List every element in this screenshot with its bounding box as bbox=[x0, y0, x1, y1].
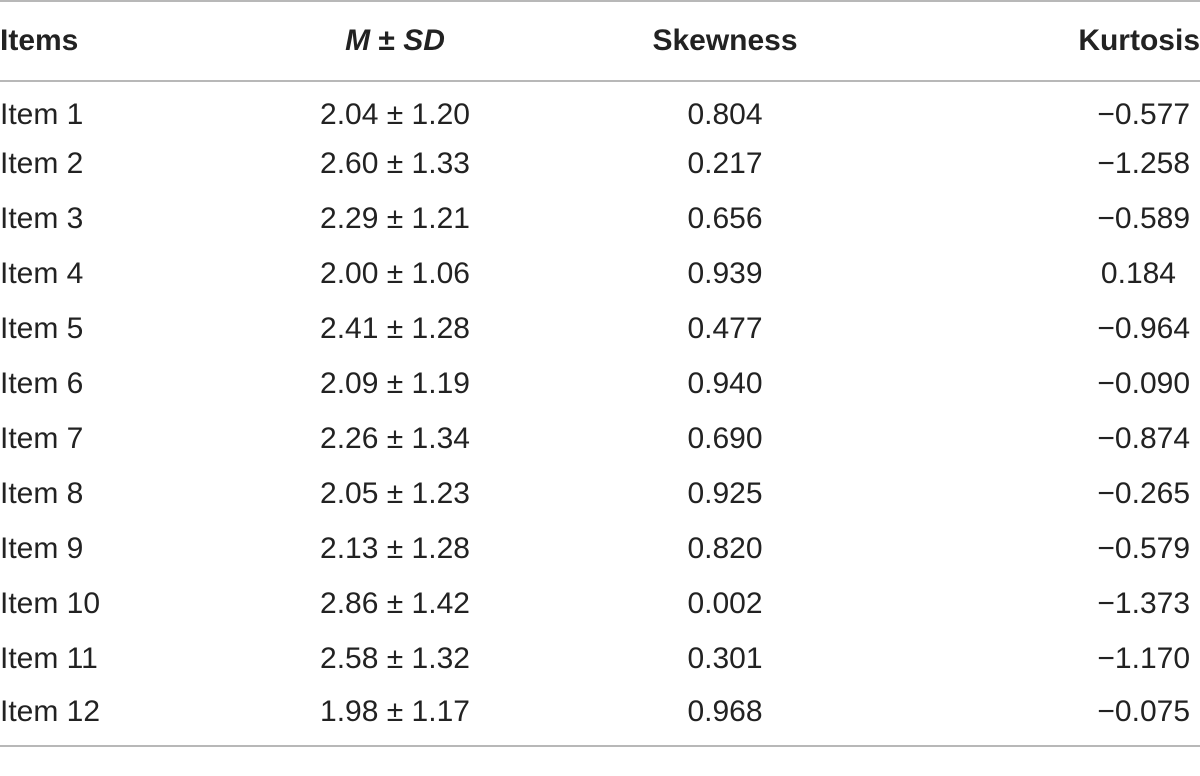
header-items: Items bbox=[0, 24, 79, 57]
cell-item: Item 12 bbox=[0, 694, 101, 728]
header-mean-sd: M ± SD bbox=[230, 1, 560, 81]
kurtosis-value: −0.265 bbox=[1097, 476, 1190, 510]
cell-kurtosis: 0.184 bbox=[890, 246, 1200, 301]
descriptive-statistics-table: Items M ± SD Skewness Kurtosis Item 1 2.0… bbox=[0, 1, 1200, 746]
cell-skewness: 0.002 bbox=[687, 586, 763, 620]
cell-kurtosis: −0.579 bbox=[890, 521, 1200, 576]
cell-item: Item 6 bbox=[0, 366, 84, 400]
header-sd-symbol: SD bbox=[403, 24, 445, 57]
cell-skewness: 0.939 bbox=[687, 256, 763, 290]
cell-mean-sd: 2.58 ± 1.32 bbox=[320, 641, 470, 675]
header-mean-symbol: M bbox=[345, 24, 371, 57]
cell-skewness: 0.301 bbox=[687, 641, 763, 675]
cell-item: Item 4 bbox=[0, 256, 84, 290]
table-row: Item 12 1.98 ± 1.17 0.968 −0.075 bbox=[0, 686, 1200, 746]
cell-mean-sd: 1.98 ± 1.17 bbox=[320, 694, 470, 728]
cell-skewness: 0.656 bbox=[687, 201, 763, 235]
kurtosis-value: −0.589 bbox=[1097, 201, 1190, 235]
table-body: Item 1 2.04 ± 1.20 0.804 −0.577 Item 2 2.60 ±… bbox=[0, 81, 1200, 746]
cell-kurtosis: −0.964 bbox=[890, 301, 1200, 356]
cell-skewness: 0.804 bbox=[687, 98, 763, 131]
table-row: Item 2 2.60 ± 1.33 0.217 −1.258 bbox=[0, 136, 1200, 191]
cell-kurtosis: −0.577 bbox=[890, 81, 1200, 136]
table-row: Item 5 2.41 ± 1.28 0.477 −0.964 bbox=[0, 301, 1200, 356]
table-row: Item 1 2.04 ± 1.20 0.804 −0.577 bbox=[0, 81, 1200, 136]
cell-kurtosis: −1.373 bbox=[890, 576, 1200, 631]
table-row: Item 8 2.05 ± 1.23 0.925 −0.265 bbox=[0, 466, 1200, 521]
cell-item: Item 1 bbox=[0, 98, 84, 131]
table-row: Item 6 2.09 ± 1.19 0.940 −0.090 bbox=[0, 356, 1200, 411]
kurtosis-value: −1.170 bbox=[1097, 641, 1190, 675]
cell-skewness: 0.925 bbox=[687, 476, 763, 510]
cell-item: Item 2 bbox=[0, 146, 84, 180]
table-header: Items M ± SD Skewness Kurtosis bbox=[0, 1, 1200, 81]
cell-skewness: 0.477 bbox=[687, 311, 763, 345]
cell-mean-sd: 2.09 ± 1.19 bbox=[320, 366, 470, 400]
cell-kurtosis: −0.075 bbox=[890, 686, 1200, 746]
cell-skewness: 0.940 bbox=[687, 366, 763, 400]
table-row: Item 3 2.29 ± 1.21 0.656 −0.589 bbox=[0, 191, 1200, 246]
kurtosis-value: −0.090 bbox=[1097, 366, 1190, 400]
cell-mean-sd: 2.05 ± 1.23 bbox=[320, 476, 470, 510]
kurtosis-value: −1.373 bbox=[1097, 586, 1190, 620]
kurtosis-value: −0.577 bbox=[1097, 98, 1190, 131]
table-row: Item 9 2.13 ± 1.28 0.820 −0.579 bbox=[0, 521, 1200, 576]
cell-mean-sd: 2.41 ± 1.28 bbox=[320, 311, 470, 345]
cell-skewness: 0.968 bbox=[687, 694, 763, 728]
cell-item: Item 3 bbox=[0, 201, 84, 235]
cell-mean-sd: 2.86 ± 1.42 bbox=[320, 586, 470, 620]
header-row: Items M ± SD Skewness Kurtosis bbox=[0, 1, 1200, 81]
cell-mean-sd: 2.29 ± 1.21 bbox=[320, 201, 470, 235]
table-row: Item 10 2.86 ± 1.42 0.002 −1.373 bbox=[0, 576, 1200, 631]
cell-mean-sd: 2.00 ± 1.06 bbox=[320, 256, 470, 290]
cell-item: Item 10 bbox=[0, 586, 101, 620]
table-row: Item 7 2.26 ± 1.34 0.690 −0.874 bbox=[0, 411, 1200, 466]
header-skewness: Skewness bbox=[652, 24, 798, 57]
cell-kurtosis: −0.265 bbox=[890, 466, 1200, 521]
cell-item: Item 5 bbox=[0, 311, 84, 345]
cell-mean-sd: 2.04 ± 1.20 bbox=[320, 98, 470, 131]
kurtosis-value: −0.964 bbox=[1097, 311, 1190, 345]
kurtosis-value: −0.579 bbox=[1097, 531, 1190, 565]
cell-kurtosis: −0.874 bbox=[890, 411, 1200, 466]
kurtosis-value: 0.184 bbox=[1100, 256, 1176, 290]
cell-kurtosis: −0.090 bbox=[890, 356, 1200, 411]
header-plus-minus: ± bbox=[378, 24, 395, 57]
table-row: Item 11 2.58 ± 1.32 0.301 −1.170 bbox=[0, 631, 1200, 686]
cell-mean-sd: 2.26 ± 1.34 bbox=[320, 421, 470, 455]
cell-skewness: 0.690 bbox=[687, 421, 763, 455]
cell-kurtosis: −1.258 bbox=[890, 136, 1200, 191]
cell-item: Item 7 bbox=[0, 421, 84, 455]
cell-mean-sd: 2.60 ± 1.33 bbox=[320, 146, 470, 180]
kurtosis-value: −0.874 bbox=[1097, 421, 1190, 455]
kurtosis-value: −1.258 bbox=[1097, 146, 1190, 180]
table-row: Item 4 2.00 ± 1.06 0.939 0.184 bbox=[0, 246, 1200, 301]
cell-kurtosis: −0.589 bbox=[890, 191, 1200, 246]
cell-item: Item 8 bbox=[0, 476, 84, 510]
cell-mean-sd: 2.13 ± 1.28 bbox=[320, 531, 470, 565]
header-kurtosis: Kurtosis bbox=[1078, 24, 1200, 57]
cell-kurtosis: −1.170 bbox=[890, 631, 1200, 686]
cell-item: Item 11 bbox=[0, 641, 98, 675]
cell-item: Item 9 bbox=[0, 531, 84, 565]
kurtosis-value: −0.075 bbox=[1097, 694, 1190, 728]
cell-skewness: 0.820 bbox=[687, 531, 763, 565]
cell-skewness: 0.217 bbox=[687, 146, 763, 180]
